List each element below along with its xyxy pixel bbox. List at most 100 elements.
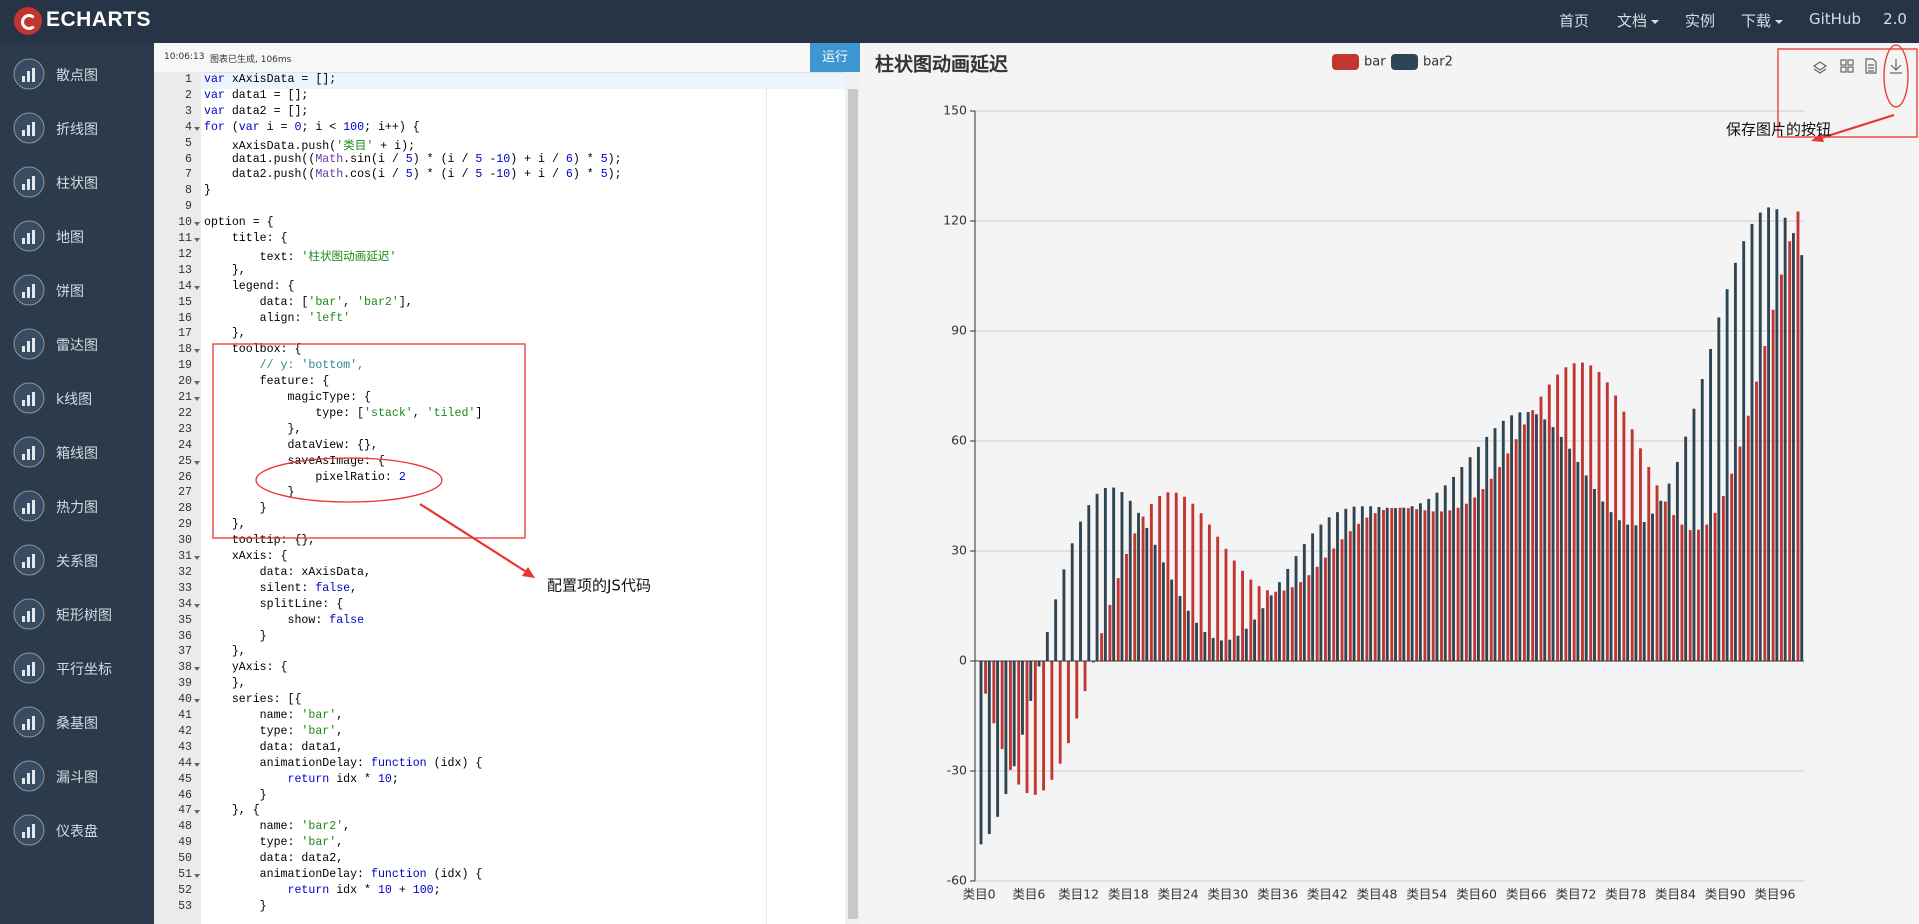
logo-text[interactable]: ECHARTS — [46, 8, 152, 31]
sidebar-label[interactable]: k线图 — [56, 392, 93, 408]
sidebar-label[interactable]: 平行坐标 — [56, 662, 112, 678]
sidebar-label[interactable]: 漏斗图 — [56, 770, 98, 786]
code-line: return idx * 10; — [287, 772, 399, 786]
fold-marker[interactable] — [194, 349, 200, 354]
code-line: animationDelay: function (idx) { — [204, 868, 483, 881]
sidebar-item[interactable]: 漏斗图 — [0, 756, 154, 796]
sidebar-label[interactable]: 折线图 — [56, 122, 98, 138]
sidebar-item[interactable]: 折线图 — [0, 108, 154, 148]
line-number: 26 — [178, 470, 192, 484]
sidebar-item[interactable]: 平行坐标 — [0, 648, 154, 688]
bar — [1626, 524, 1630, 661]
sidebar-label[interactable]: 雷达图 — [56, 338, 98, 354]
magic-type-icon[interactable] — [1812, 61, 1828, 74]
sidebar-item[interactable]: 箱线图 — [0, 432, 154, 472]
fold-marker[interactable] — [194, 222, 200, 227]
fold-marker[interactable] — [194, 556, 200, 560]
fold-marker[interactable] — [194, 238, 200, 242]
fold-marker[interactable] — [194, 126, 200, 131]
save-image-icon[interactable] — [1890, 59, 1902, 74]
sidebar-item[interactable]: 仪表盘 — [0, 810, 154, 850]
sidebar-label[interactable]: 热力图 — [56, 500, 98, 516]
sidebar-label[interactable]: 饼图 — [56, 284, 84, 300]
nav-link[interactable]: 文档 — [1617, 10, 1659, 31]
tiled-icon[interactable] — [1840, 59, 1854, 73]
line-number: 2 — [185, 88, 192, 102]
code-line: }, — [204, 263, 246, 277]
sidebar-label[interactable]: 散点图 — [56, 68, 98, 84]
nav-link[interactable]: 实例 — [1684, 12, 1716, 30]
bar — [1244, 628, 1248, 661]
sidebar-item[interactable]: 散点图 — [0, 54, 154, 94]
fold-marker[interactable] — [194, 397, 200, 401]
line-number: 18 — [178, 343, 192, 357]
sidebar-label[interactable]: 箱线图 — [56, 446, 98, 462]
fold-marker[interactable] — [194, 603, 200, 608]
nav-link[interactable]: GitHub — [1809, 10, 1861, 28]
fold-marker[interactable] — [194, 874, 200, 878]
icon-bar — [32, 500, 35, 514]
sidebar-label[interactable]: 桑基图 — [56, 716, 98, 732]
code-line: text: '柱状图动画延迟' — [204, 250, 397, 264]
sidebar-label[interactable]: 地图 — [56, 230, 84, 246]
data-view-icon[interactable] — [1865, 58, 1877, 74]
line-number: 20 — [178, 375, 192, 389]
sidebar-label[interactable]: 矩形树图 — [56, 608, 112, 624]
sidebar-item[interactable]: 地图 — [0, 216, 154, 256]
fold-marker[interactable] — [194, 762, 200, 767]
code-line: name: 'bar', — [204, 709, 344, 722]
y-tick-label: 90 — [951, 323, 967, 338]
bar — [1634, 525, 1638, 661]
bar — [1067, 661, 1070, 744]
sidebar-item[interactable]: 桑基图 — [0, 702, 154, 742]
sidebar-item[interactable]: 热力图 — [0, 486, 154, 526]
fold-marker[interactable] — [194, 285, 200, 290]
x-tick-label: 类目72 — [1556, 887, 1597, 902]
status-text: 图表已生成, 106ms — [210, 55, 292, 65]
icon-bar — [32, 392, 35, 406]
icon-bar — [32, 68, 35, 82]
icon-bar — [32, 338, 35, 352]
line-number: 42 — [178, 724, 192, 738]
sidebar-icon — [13, 166, 45, 198]
code-line: xAxisData.push('类目' + i); — [204, 139, 416, 153]
bar — [1315, 566, 1319, 661]
sidebar-item[interactable]: 矩形树图 — [0, 594, 154, 634]
bar — [1697, 529, 1700, 661]
sidebar-item[interactable]: 关系图 — [0, 540, 154, 580]
sidebar-icon — [13, 760, 45, 792]
bar — [1269, 595, 1273, 661]
bar — [1448, 510, 1452, 661]
line-number: 11 — [178, 232, 192, 245]
fold-marker[interactable] — [194, 699, 200, 704]
bar — [1203, 632, 1207, 661]
nav-link[interactable]: 下载 — [1741, 10, 1783, 31]
code-line: } — [204, 899, 267, 913]
sidebar-item[interactable]: 饼图 — [0, 270, 154, 310]
nav-link[interactable]: 首页 — [1558, 12, 1590, 30]
nav-link[interactable]: 2.0 — [1883, 10, 1907, 28]
sidebar-item[interactable]: 雷达图 — [0, 324, 154, 364]
fold-marker[interactable] — [194, 810, 200, 815]
run-button[interactable]: 运行 — [810, 43, 860, 72]
sidebar-label[interactable]: 仪表盘 — [56, 824, 98, 840]
bar — [1493, 428, 1497, 661]
sidebar-item[interactable]: k线图 — [0, 378, 154, 418]
sidebar-item[interactable]: 柱状图 — [0, 162, 154, 202]
logo-icon[interactable] — [14, 7, 42, 35]
code-line: animationDelay: function (idx) { — [204, 756, 483, 770]
bar — [1249, 579, 1253, 661]
x-tick-label: 类目0 — [963, 887, 996, 902]
sidebar-label[interactable]: 柱状图 — [56, 176, 98, 192]
bar — [1481, 489, 1485, 661]
code-line: splitLine: { — [204, 597, 344, 611]
fold-marker[interactable] — [194, 460, 200, 465]
fold-marker[interactable] — [194, 667, 200, 672]
fold-marker[interactable] — [194, 381, 200, 386]
icon-bar — [22, 778, 25, 784]
code-line: yAxis: { — [204, 661, 288, 675]
bar — [1340, 539, 1344, 661]
scrollbar-thumb[interactable] — [848, 89, 858, 919]
x-tick-label: 类目66 — [1506, 887, 1547, 902]
sidebar-label[interactable]: 关系图 — [56, 554, 98, 570]
